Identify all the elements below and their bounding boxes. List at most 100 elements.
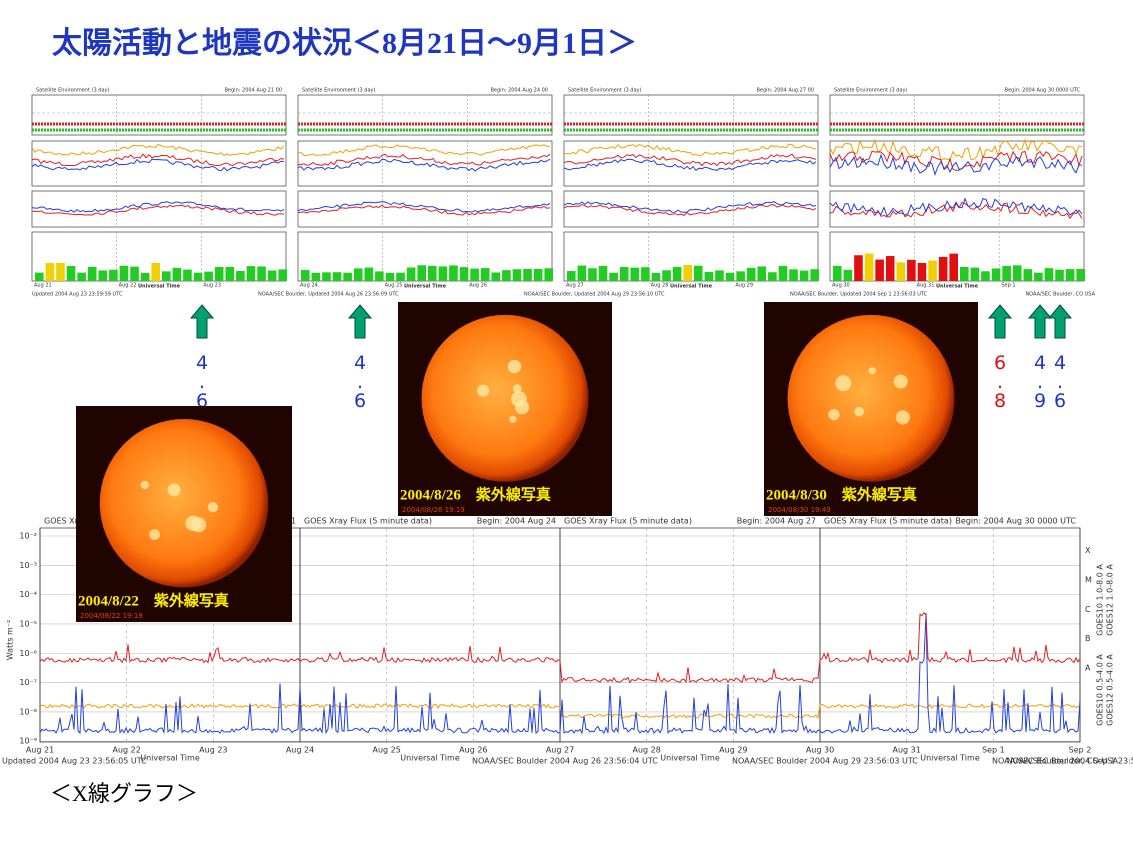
kp-bar (353, 268, 363, 281)
kp-bar (491, 272, 501, 281)
kp-bar (746, 267, 756, 281)
legend-entry: GOES10 0.5-4.0 A (1096, 654, 1105, 726)
xray-footer: NOAA/SEC Boulder 2004 Aug 29 23:56:03 UT… (732, 757, 918, 766)
date-label: Aug 23 (199, 746, 227, 755)
kp-bar (896, 262, 906, 281)
panel-header: Satellite Environment (3 day) (834, 88, 908, 94)
electron-flux-line (563, 153, 817, 167)
earthquake-magnitude: 6.8 (989, 352, 1011, 409)
active-region (507, 359, 522, 374)
kp-bar (87, 266, 97, 281)
date-label: Aug 26 (469, 283, 487, 289)
kp-bar (533, 268, 543, 281)
xray-footer: NOAA/SEC Boulder 2004 Sep 1 23:56:03 UTC (992, 757, 1133, 766)
magnetometer-line (563, 201, 817, 213)
panel-frame (563, 190, 819, 228)
panel-frame (297, 94, 553, 136)
kp-bar (651, 272, 661, 281)
axis-label: Universal Time (670, 284, 713, 290)
kp-bar (949, 253, 958, 281)
kp-bar (480, 268, 490, 281)
y-tick-label: 10⁻⁶ (19, 649, 37, 658)
xray-footer: NOAA/SEC Boulder, CO USA (1007, 757, 1119, 766)
xray-begin: Begin: 2004 Aug 27 (737, 517, 816, 526)
kp-bar (789, 269, 798, 281)
electron-flux-line (829, 153, 1083, 176)
electron-flux-line (297, 158, 551, 172)
panel-header: Satellite Environment (3 day) (302, 88, 376, 94)
earthquake-arrow (347, 304, 373, 339)
kp-bar (204, 271, 213, 281)
date-label: Aug 21 (34, 283, 52, 289)
axis-label: Universal Time (920, 754, 980, 763)
kp-bar (588, 268, 597, 281)
kp-bar (917, 262, 927, 281)
active-region (167, 483, 181, 497)
kp-bar (938, 256, 948, 281)
kp-bar (301, 270, 310, 281)
active-region (515, 400, 530, 415)
photo-caption: 2004/8/22 紫外線写真 (78, 591, 229, 609)
kp-bar (981, 271, 990, 281)
panel-frame (31, 190, 287, 228)
date-label: Aug 21 (26, 746, 54, 755)
kp-bar (364, 267, 374, 281)
kp-bar (1012, 265, 1022, 281)
kp-bar (833, 265, 842, 281)
kp-bar (236, 271, 245, 281)
date-label: Aug 23 (203, 283, 221, 289)
photo-timestamp: 2004/08/22 19:19 (80, 612, 143, 620)
xray-short-goes12 (39, 613, 1081, 735)
kp-bar (544, 268, 553, 281)
panel-footer: NOAA/SEC Boulder, CO USA (1025, 292, 1095, 298)
kp-bar (1034, 272, 1043, 281)
date-label: Aug 27 (566, 283, 584, 289)
kp-bar (630, 267, 640, 281)
date-label: Aug 29 (719, 746, 747, 755)
photo-timestamp: 2004/08/30 19:49 (768, 506, 831, 514)
panel-begin: Begin: 2004 Aug 27 00 (757, 88, 815, 94)
kp-bar (343, 272, 352, 281)
kp-bar (109, 269, 118, 281)
kp-bar (1055, 269, 1064, 281)
kp-bar (662, 270, 671, 281)
date-label: Sep 2 (1069, 746, 1092, 755)
earthquake-arrow (987, 304, 1013, 339)
kp-bar (470, 268, 479, 281)
earthquake-arrow (1047, 304, 1073, 339)
date-label: Aug 24 (286, 746, 314, 755)
kp-bar (375, 271, 384, 281)
sun-disk (99, 418, 269, 588)
legend-entry: GOES12 1.0-8.0 A (1106, 564, 1115, 636)
magnetometer-line (829, 201, 1083, 220)
y-tick-label: 10⁻³ (19, 561, 37, 570)
kp-bar (1065, 269, 1075, 281)
electron-flux-line (298, 144, 551, 156)
active-region (893, 374, 908, 389)
legend-entry: GOES12 0.5-4.0 A (1106, 654, 1115, 726)
date-label: Aug 24 (300, 283, 318, 289)
kp-bar (172, 267, 182, 281)
date-label: Aug 30 (806, 746, 834, 755)
kp-bar (619, 267, 629, 281)
panel-footer: NOAA/SEC Boulder, Updated 2004 Aug 29 23… (524, 292, 665, 298)
kp-bar (768, 272, 777, 281)
kp-bar (162, 271, 171, 281)
xray-title: GOES Xray Flux (5 minute data) (304, 517, 432, 526)
kp-bar (278, 269, 287, 281)
earthquake-magnitude: 4.9 (1029, 352, 1051, 409)
date-label: Aug 28 (651, 283, 669, 289)
date-label: Aug 25 (385, 283, 403, 289)
kp-bar (459, 267, 469, 281)
kp-bar (1076, 268, 1085, 281)
kp-bar (406, 267, 416, 281)
axis-label: Universal Time (138, 284, 181, 290)
xray-begin: Begin: 2004 Aug 24 (477, 517, 556, 526)
slide-title: 太陽活動と地震の状況＜8月21日～9月1日＞ (52, 27, 637, 60)
active-region (512, 384, 522, 393)
kp-bar (417, 265, 426, 281)
kp-bar (672, 266, 682, 281)
kp-bar (991, 268, 1001, 281)
sun-disk (787, 314, 955, 482)
